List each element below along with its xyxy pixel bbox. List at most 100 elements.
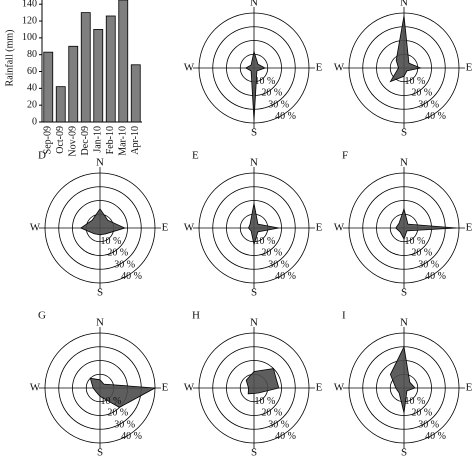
direction-label: S xyxy=(251,127,257,139)
direction-label: N xyxy=(96,317,104,329)
ring-label: 10 % xyxy=(100,236,121,247)
ring-label: 20 % xyxy=(261,248,282,259)
ring-label: 40 % xyxy=(425,111,446,122)
ring-label: 10 % xyxy=(254,396,275,407)
x-tick-label: Dec-09 xyxy=(80,126,91,155)
ring-label: 30 % xyxy=(268,259,289,270)
ring-label: 30 % xyxy=(268,419,289,430)
ring-label: 10 % xyxy=(254,76,275,87)
panel-label: D xyxy=(38,150,46,162)
direction-label: W xyxy=(334,222,345,234)
direction-label: W xyxy=(184,222,195,234)
ring-label: 20 % xyxy=(411,248,432,259)
rose-polygon xyxy=(389,345,416,413)
bar xyxy=(118,0,129,123)
ring-label: 40 % xyxy=(121,431,142,442)
direction-label: E xyxy=(162,222,169,234)
rose-polygon xyxy=(245,368,280,395)
panel-label: H xyxy=(192,310,200,322)
rose-polygon xyxy=(389,15,422,83)
direction-label: W xyxy=(184,382,195,394)
bar xyxy=(55,86,66,123)
direction-label: E xyxy=(466,382,473,394)
y-tick-label: 20 xyxy=(27,99,37,110)
y-axis-label: Rainfall (mm) xyxy=(4,30,15,87)
ring-label: 20 % xyxy=(411,88,432,99)
bar xyxy=(68,45,79,123)
wind-rose: N E S W 10 %20 %30 %40 % xyxy=(184,0,323,139)
bar-chart: 0 20 40 60 80 100 120 140 Rainfall (mm) Sep-09 Oct… xyxy=(4,0,142,157)
ring-label: 20 % xyxy=(261,88,282,99)
ring-label: 20 % xyxy=(261,408,282,419)
direction-label: S xyxy=(97,287,103,299)
x-tick-label: Feb-10 xyxy=(105,126,116,154)
direction-label: S xyxy=(401,447,407,459)
direction-label: N xyxy=(250,317,258,329)
x-tick-label: Oct-09 xyxy=(55,126,66,154)
direction-label: E xyxy=(466,62,473,74)
ring-label: 40 % xyxy=(425,431,446,442)
ring-label: 20 % xyxy=(411,408,432,419)
panel-label: E xyxy=(192,150,199,162)
ring-label: 10 % xyxy=(254,236,275,247)
ring-label: 40 % xyxy=(425,271,446,282)
y-tick-label: 120 xyxy=(22,15,37,26)
direction-label: N xyxy=(400,0,408,9)
ring-label: 40 % xyxy=(275,271,296,282)
ring-label: 10 % xyxy=(100,396,121,407)
rose-polygon xyxy=(395,207,457,240)
direction-label: W xyxy=(30,222,41,234)
wind-rose: N E S W 10 %20 %30 %40 % G xyxy=(30,310,169,459)
bar xyxy=(43,51,54,123)
panel-label: F xyxy=(342,150,348,162)
direction-label: S xyxy=(401,287,407,299)
direction-label: W xyxy=(334,62,345,74)
y-tick-label: 100 xyxy=(22,32,37,43)
y-tick-label: 0 xyxy=(32,116,37,127)
direction-label: S xyxy=(97,447,103,459)
wind-rose: N E S W 10 %20 %30 %40 % F xyxy=(334,150,473,299)
direction-label: W xyxy=(30,382,41,394)
direction-label: E xyxy=(316,382,323,394)
direction-label: S xyxy=(251,287,257,299)
direction-label: S xyxy=(401,127,407,139)
ring-label: 20 % xyxy=(107,248,128,259)
bar xyxy=(80,12,91,123)
direction-label: W xyxy=(184,62,195,74)
y-tick-label: 40 xyxy=(27,83,37,94)
ring-label: 40 % xyxy=(275,111,296,122)
direction-label: N xyxy=(400,317,408,329)
rose-polygon xyxy=(244,49,266,121)
direction-label: N xyxy=(250,157,258,169)
wind-rose: N E S W 10 %20 %30 %40 % xyxy=(334,0,473,139)
ring-label: 30 % xyxy=(418,419,439,430)
wind-rose: N E S W 10 %20 %30 %40 % I xyxy=(334,310,473,459)
x-tick-label: Nov-09 xyxy=(68,126,79,157)
ring-label: 30 % xyxy=(114,419,135,430)
direction-label: N xyxy=(96,157,104,169)
x-tick-label: Apr-10 xyxy=(130,126,141,155)
direction-label: N xyxy=(250,0,258,9)
ring-label: 10 % xyxy=(404,236,425,247)
panel-label: G xyxy=(38,310,46,322)
direction-label: E xyxy=(466,222,473,234)
ring-label: 30 % xyxy=(418,259,439,270)
rose-polygon xyxy=(79,208,126,236)
x-tick-label: Sep-09 xyxy=(43,126,54,154)
bar xyxy=(93,29,104,123)
direction-label: E xyxy=(316,222,323,234)
direction-label: N xyxy=(400,157,408,169)
x-tick-label: Mar-10 xyxy=(118,126,129,156)
y-tick-label: 80 xyxy=(27,49,37,60)
ring-label: 10 % xyxy=(404,76,425,87)
direction-label: E xyxy=(162,382,169,394)
ring-label: 10 % xyxy=(404,396,425,407)
ring-label: 30 % xyxy=(418,99,439,110)
bar xyxy=(130,64,141,123)
ring-label: 30 % xyxy=(268,99,289,110)
y-tick-label: 140 xyxy=(22,0,37,10)
ring-label: 40 % xyxy=(275,431,296,442)
wind-rose: N E S W 10 %20 %30 %40 % H xyxy=(184,310,323,459)
y-tick-label: 60 xyxy=(27,66,37,77)
